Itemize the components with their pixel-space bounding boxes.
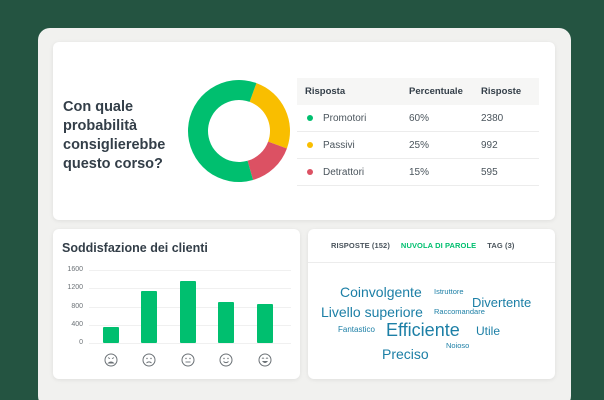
tab-tag[interactable]: TAG (3) (487, 241, 515, 250)
promotori-dot-icon (307, 115, 313, 121)
table-row: Promotori 60% 2380 (297, 105, 539, 132)
cloud-word[interactable]: Raccomandare (434, 307, 485, 316)
y-tick: 400 (71, 321, 83, 328)
row-label: Detrattori (323, 166, 365, 178)
y-tick: 1200 (67, 284, 83, 291)
bar-5[interactable] (257, 303, 273, 343)
nps-donut-chart (188, 80, 290, 182)
bar-4[interactable] (218, 301, 234, 343)
bar-1[interactable] (103, 327, 119, 343)
donut-segment-passivi[interactable] (249, 83, 290, 149)
question-title: Con quale probabilità consiglierebbe que… (63, 99, 166, 172)
y-tick: 1600 (67, 266, 83, 273)
cloud-word[interactable]: Preciso (382, 346, 429, 362)
row-count: 992 (481, 139, 498, 151)
nps-card: Con quale probabilità consiglierebbe que… (53, 42, 555, 220)
tab-risposte[interactable]: RISPOSTE (152) (331, 241, 390, 250)
row-percent: 60% (409, 112, 430, 124)
row-label: Passivi (323, 139, 355, 151)
cloud-word[interactable]: Efficiente (386, 320, 460, 340)
satisfaction-title: Soddisfazione dei clienti (62, 241, 208, 255)
row-count: 2380 (481, 112, 504, 124)
satisfied-face-icon (219, 353, 233, 367)
dissatisfied-face-icon (142, 353, 156, 367)
gridline (89, 343, 291, 344)
table-row: Passivi 25% 992 (297, 132, 539, 159)
satisfaction-bar-chart: 1600 1200 800 400 0 (53, 229, 300, 379)
detrattori-dot-icon (307, 169, 313, 175)
bar-2[interactable] (141, 291, 157, 343)
very-dissatisfied-face-icon (104, 353, 118, 367)
word-cloud-card: RISPOSTE (152) NUVOLA DI PAROLE TAG (3) … (308, 229, 555, 379)
neutral-face-icon (181, 353, 195, 367)
tab-bar: RISPOSTE (152) NUVOLA DI PAROLE TAG (3) (308, 229, 555, 263)
cloud-word[interactable]: Divertente (472, 295, 532, 310)
donut-segment-detrattori[interactable] (247, 141, 287, 181)
bar-3[interactable] (180, 281, 196, 343)
cloud-word[interactable]: Livello superiore (321, 304, 423, 320)
tab-nuvola-di-parole[interactable]: NUVOLA DI PAROLE (400, 241, 477, 250)
nps-table: Risposta Percentuale Risposte Promotori … (297, 78, 539, 186)
very-satisfied-face-icon (258, 353, 272, 367)
y-tick: 0 (79, 339, 83, 346)
gridline (89, 270, 291, 271)
header-percentuale: Percentuale (409, 86, 463, 97)
row-percent: 15% (409, 166, 430, 178)
satisfaction-card: Soddisfazione dei clienti 1600 1200 800 … (53, 229, 300, 379)
cloud-word[interactable]: Istruttore (434, 287, 464, 296)
y-tick: 800 (71, 303, 83, 310)
cloud-word[interactable]: Noioso (446, 341, 470, 350)
row-percent: 25% (409, 139, 430, 151)
header-risposte: Risposte (481, 86, 522, 97)
cloud-word[interactable]: Coinvolgente (340, 284, 422, 300)
cloud-word[interactable]: Fantastico (338, 325, 375, 334)
cloud-word[interactable]: Utile (476, 324, 501, 338)
header-risposta: Risposta (305, 86, 346, 97)
table-header: Risposta Percentuale Risposte (297, 78, 539, 105)
passivi-dot-icon (307, 142, 313, 148)
table-row: Detrattori 15% 595 (297, 159, 539, 186)
donut-segment-promotori[interactable] (188, 80, 257, 182)
row-label: Promotori (323, 112, 367, 124)
row-count: 595 (481, 166, 498, 178)
